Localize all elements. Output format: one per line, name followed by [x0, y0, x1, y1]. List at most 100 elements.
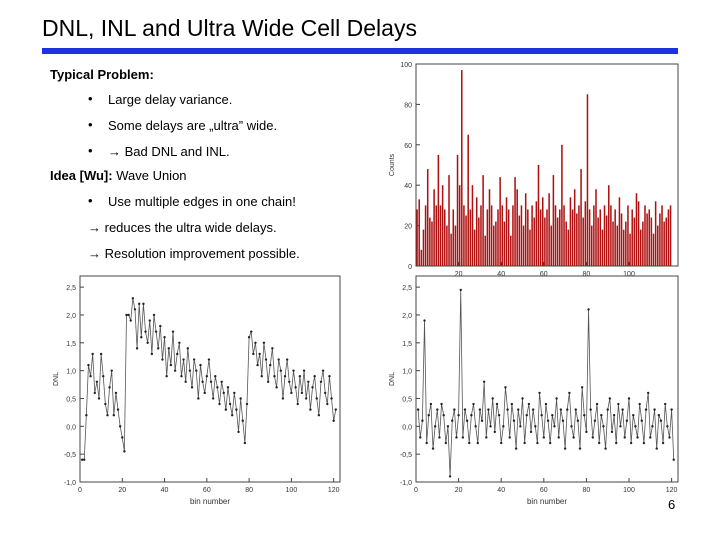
- dnl-point: [184, 380, 187, 383]
- dnl-point: [425, 441, 428, 445]
- histogram-bar: [488, 189, 491, 266]
- histogram-bar: [529, 229, 531, 266]
- dnl-point: [199, 363, 202, 367]
- x-tick-label: 60: [540, 271, 548, 278]
- dnl-point: [644, 408, 648, 411]
- dnl-point: [615, 441, 618, 445]
- dnl-point: [95, 380, 99, 383]
- histogram-bar: [582, 217, 584, 266]
- histogram-bar: [561, 144, 563, 266]
- dnl-point: [106, 413, 109, 417]
- histogram-bar: [612, 221, 614, 266]
- y-tick-label: 40: [404, 183, 412, 190]
- dnl-point: [302, 369, 306, 372]
- dnl-point: [429, 402, 433, 406]
- histogram-bar: [610, 205, 612, 266]
- dnl-point: [230, 413, 234, 417]
- dnl-point: [237, 430, 240, 434]
- x-tick-label: 20: [455, 271, 463, 278]
- dnl-point: [296, 402, 299, 406]
- dnl-point: [207, 358, 211, 361]
- dnl-point: [264, 358, 268, 361]
- bullet-ultra-wide: Some delays are „ultra” wide.: [108, 118, 278, 133]
- dnl-point: [540, 413, 543, 417]
- dnl-point: [655, 447, 658, 450]
- histogram-bar: [433, 189, 435, 266]
- dnl-point: [580, 386, 584, 389]
- dnl-point: [104, 402, 107, 406]
- dnl-point: [578, 447, 582, 450]
- histogram-bar: [467, 134, 469, 266]
- y-tick-label: 20: [404, 224, 412, 231]
- dnl-point: [123, 450, 126, 453]
- dnl-point: [642, 441, 646, 445]
- y-axis-label: DNL: [53, 372, 60, 386]
- dnl-point: [150, 352, 154, 356]
- histogram-bar: [565, 221, 567, 266]
- histogram-bar: [559, 209, 561, 266]
- dnl-point: [568, 391, 571, 395]
- dnl-point: [463, 408, 467, 411]
- histogram-bar: [535, 201, 538, 266]
- dnl-point: [629, 441, 633, 445]
- dnl-point: [474, 425, 477, 428]
- dnl-point: [173, 369, 177, 372]
- dnl-point: [102, 375, 105, 378]
- histogram-bar: [473, 229, 476, 266]
- dnl-point: [548, 441, 552, 445]
- dnl-point: [538, 391, 541, 395]
- dnl-point: [125, 313, 128, 317]
- histogram-bar: [620, 213, 623, 266]
- dnl-point: [668, 436, 671, 439]
- histogram-bar: [522, 225, 525, 266]
- idea-text: Wave Union: [112, 168, 187, 183]
- dnl-point: [497, 413, 501, 417]
- histogram-bar: [541, 197, 544, 266]
- dnl-point: [561, 419, 565, 422]
- dnl-point: [203, 391, 206, 395]
- x-tick-label: 80: [583, 487, 591, 494]
- dnl-point: [472, 402, 475, 406]
- y-tick-label: -0,5: [400, 452, 412, 459]
- histogram-bar: [614, 209, 616, 266]
- plot-frame: [79, 275, 341, 483]
- dnl-point: [326, 402, 329, 406]
- dnl-point: [260, 375, 263, 378]
- dnl-point: [142, 302, 145, 306]
- histogram-bar: [422, 229, 425, 266]
- histogram-bar: [597, 217, 599, 266]
- dnl-point: [551, 413, 554, 417]
- y-axis-label: DNL: [389, 372, 396, 386]
- y-tick-label: 1,0: [66, 369, 76, 376]
- histogram-bar: [635, 193, 638, 266]
- dnl-point: [493, 430, 497, 434]
- x-tick-label: 120: [666, 487, 678, 494]
- histogram-bar: [661, 205, 663, 266]
- dnl-point: [553, 425, 556, 428]
- dnl-point: [112, 413, 116, 417]
- dnl-point: [593, 419, 597, 422]
- dnl-point: [283, 375, 287, 378]
- histogram-bar: [608, 185, 610, 266]
- histogram-bar: [446, 225, 448, 266]
- histogram-bar: [595, 189, 597, 266]
- x-axis-label: bin number: [190, 497, 230, 506]
- x-tick-label: 60: [203, 487, 211, 494]
- dnl-point: [546, 419, 550, 422]
- histogram-bar: [657, 225, 659, 266]
- dnl-point: [438, 436, 441, 439]
- y-tick-label: 0,5: [402, 396, 412, 403]
- bullet-bad-dnl: → Bad DNL and INL.: [108, 144, 230, 159]
- dnl-point: [606, 408, 609, 411]
- dnl-point: [285, 358, 289, 361]
- histogram-bar: [448, 175, 450, 266]
- dnl-point: [266, 380, 270, 383]
- histogram-bar: [463, 205, 465, 266]
- dnl-point: [442, 413, 445, 417]
- dnl-point: [209, 380, 213, 383]
- dnl-point: [632, 413, 635, 417]
- x-tick-label: 80: [245, 487, 253, 494]
- dnl-point: [563, 447, 567, 450]
- dnl-point: [583, 413, 586, 417]
- histogram-bar: [663, 221, 665, 266]
